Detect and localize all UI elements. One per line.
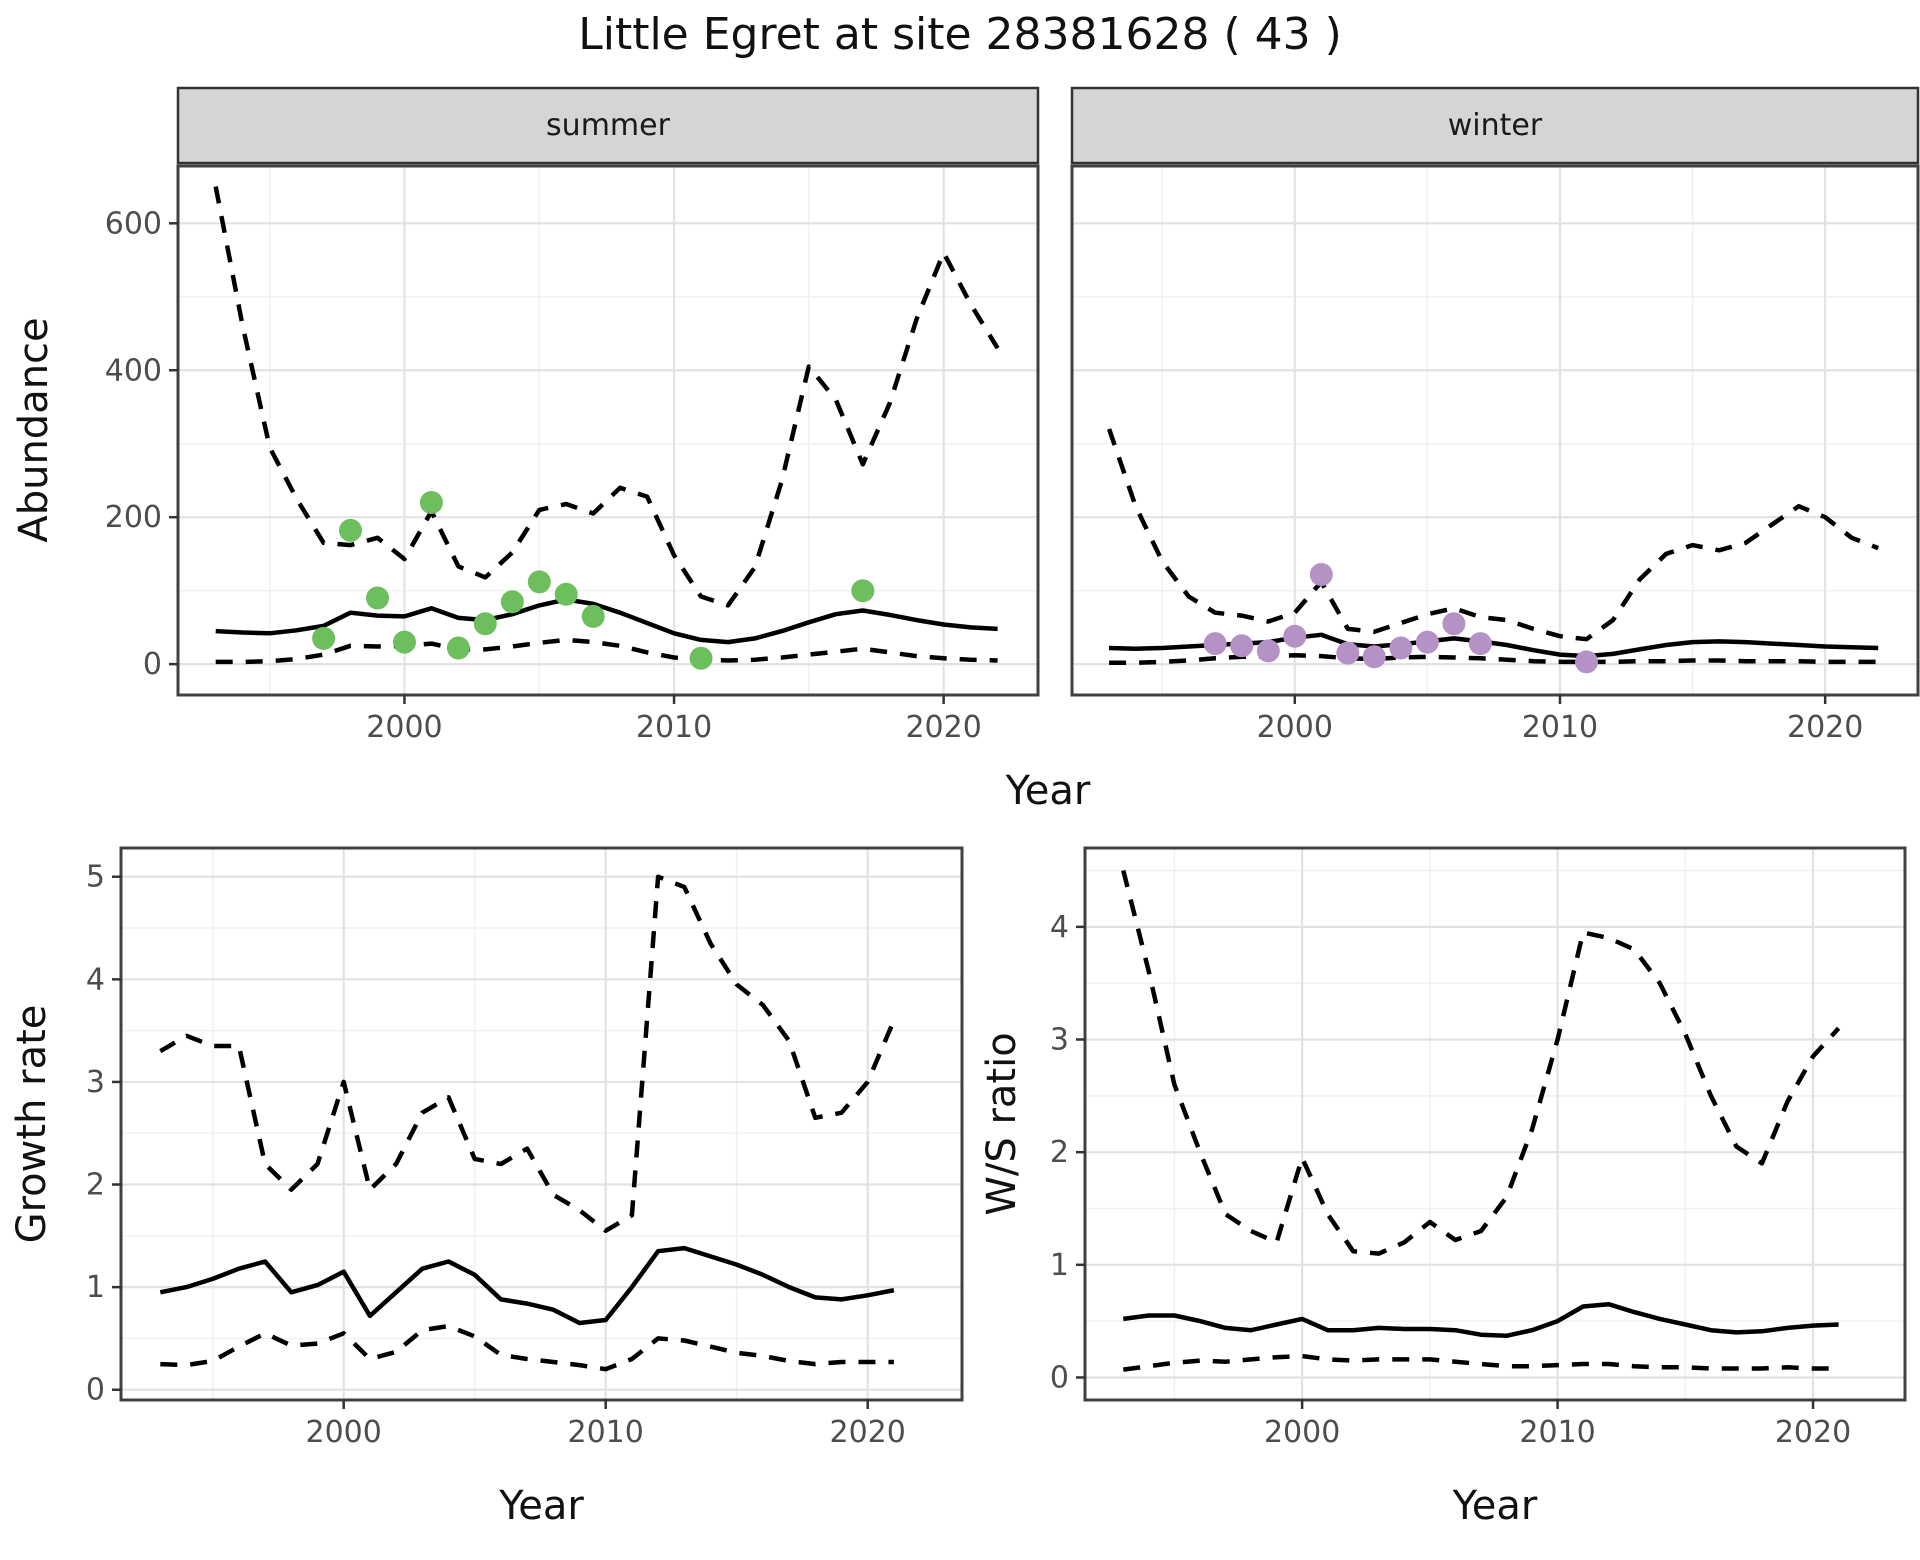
ws_ratio-mean-line xyxy=(1123,1301,1839,1339)
y-tick-label: 0 xyxy=(143,647,162,682)
data-point xyxy=(419,491,443,514)
y-tick-label: 1 xyxy=(86,1270,105,1305)
abundance_winter-panel: 2000 2010 2020 xyxy=(1070,86,1920,745)
chart-title: Little Egret at site 28381628 ( 43 ) xyxy=(578,9,1342,60)
data-point xyxy=(1283,624,1307,648)
y-tick-label: 1 xyxy=(1050,1248,1069,1283)
data-point xyxy=(689,646,713,670)
data-point xyxy=(393,630,416,654)
abundance_summer-panel-bg xyxy=(178,166,1038,695)
y-tick-label: 4 xyxy=(86,962,105,997)
abundance_summer-panel: 2000 2010 2020 0 200 400 600 xyxy=(105,86,1040,745)
y-tick-label: 3 xyxy=(86,1065,105,1100)
growth_rate-data xyxy=(159,874,896,1372)
y-axis-title-growth-rate: Growth rate xyxy=(9,1004,55,1244)
data-point xyxy=(554,582,578,606)
data-point xyxy=(1389,636,1413,660)
y-tick-label: 5 xyxy=(86,860,105,895)
data-point xyxy=(446,636,470,660)
x-tick-label: 2020 xyxy=(1775,1415,1851,1450)
x-tick-label: 2010 xyxy=(1519,1415,1595,1450)
data-point xyxy=(527,570,551,594)
x-tick-label: 2000 xyxy=(306,1415,382,1450)
data-point xyxy=(1309,563,1333,586)
data-point xyxy=(581,604,605,628)
data-point xyxy=(1362,645,1386,669)
x-tick-label: 2010 xyxy=(1522,710,1598,745)
growth_rate-border xyxy=(119,846,964,1402)
data-point xyxy=(366,586,389,610)
growth_rate-upper_95ci-line xyxy=(159,874,896,1233)
abundance_winter-data xyxy=(1106,428,1880,674)
abundance_summer-lower_95ci-line xyxy=(215,637,998,665)
x-tick-label: 2010 xyxy=(636,710,712,745)
y-tick-label: 200 xyxy=(105,500,162,535)
y-tick-label: 400 xyxy=(105,353,162,388)
abundance_summer-border xyxy=(176,164,1040,697)
facet-strip-summer: summer xyxy=(546,108,670,143)
abundance_summer-mean-line xyxy=(215,597,998,645)
x-tick-label: 2000 xyxy=(1257,710,1333,745)
y-tick-label: 0 xyxy=(1050,1360,1069,1395)
y-axis-title-ws-ratio: W/S ratio xyxy=(979,1032,1025,1216)
x-tick-label: 2000 xyxy=(1264,1415,1340,1450)
data-point xyxy=(500,590,524,614)
growth_rate-panel-bg xyxy=(121,848,962,1400)
data-point xyxy=(1468,632,1492,656)
data-point xyxy=(312,626,336,650)
data-point xyxy=(473,612,497,636)
x-tick-label: 2020 xyxy=(830,1415,906,1450)
growth_rate-panel: 2000 2010 2020 0 1 2 3 4 5 xyxy=(86,846,964,1450)
abundance_winter-border xyxy=(1070,164,1920,697)
data-point xyxy=(1575,650,1598,674)
abundance_winter-panel-bg xyxy=(1072,166,1918,695)
y-tick-label: 4 xyxy=(1050,910,1069,945)
x-tick-label: 2020 xyxy=(905,710,981,745)
y-axis-title-abundance: Abundance xyxy=(11,317,57,543)
data-point xyxy=(1336,641,1360,665)
y-tick-label: 2 xyxy=(1050,1135,1069,1170)
ws_ratio-border xyxy=(1083,846,1907,1402)
ws_ratio-panel-bg xyxy=(1085,848,1905,1400)
x-axis-title-top: Year xyxy=(1005,768,1091,814)
y-tick-label: 2 xyxy=(86,1168,105,1203)
x-tick-label: 2000 xyxy=(366,710,442,745)
abundance_winter-lower_95ci-line xyxy=(1109,653,1879,665)
abundance_summer-upper_95ci-line xyxy=(213,186,1000,608)
data-point xyxy=(1203,632,1227,656)
data-point xyxy=(1415,630,1439,654)
abundance_summer-data xyxy=(213,186,1000,670)
facet-strip-winter: winter xyxy=(1447,108,1543,143)
ws_ratio-upper_95ci-line xyxy=(1121,869,1841,1256)
growth_rate-lower_95ci-line xyxy=(160,1323,894,1372)
data-point xyxy=(851,579,875,603)
abundance_winter-upper_95ci-line xyxy=(1106,428,1880,642)
y-tick-label: 3 xyxy=(1050,1023,1069,1058)
y-tick-label: 600 xyxy=(105,206,162,241)
ws_ratio-panel: 2000 2010 2020 0 1 2 3 4 xyxy=(1050,846,1907,1450)
abundance_winter-strip xyxy=(1070,86,1920,165)
x-axis-title-growth-rate: Year xyxy=(499,1483,584,1529)
data-point xyxy=(339,518,362,542)
data-point xyxy=(1230,634,1254,658)
data-point xyxy=(1442,612,1466,636)
growth_rate-mean-line xyxy=(159,1245,895,1326)
y-tick-label: 0 xyxy=(86,1373,105,1408)
data-point xyxy=(1256,639,1280,663)
x-tick-label: 2020 xyxy=(1787,710,1863,745)
x-axis-title-ws-ratio: Year xyxy=(1452,1483,1538,1529)
abundance_summer-points xyxy=(312,491,875,670)
ws_ratio-data xyxy=(1121,869,1841,1372)
abundance_winter-points xyxy=(1203,563,1598,674)
x-tick-label: 2010 xyxy=(568,1415,644,1450)
abundance_summer-strip xyxy=(176,86,1040,165)
